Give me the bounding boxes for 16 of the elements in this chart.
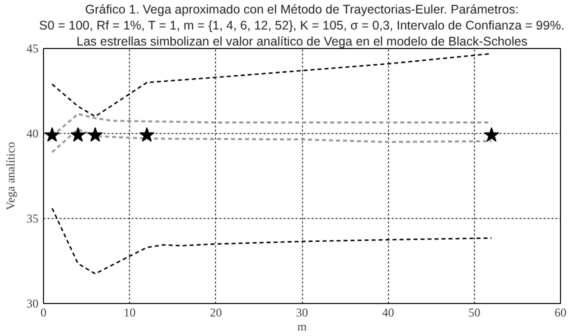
x-tick-label: 40	[382, 306, 394, 320]
x-axis-title: m	[297, 320, 308, 334]
chart-title: Gráfico 1. Vega aproximado con el Método de Trayectorias-Euler. Parámetros:	[85, 2, 519, 16]
x-tick-label: 60	[554, 306, 566, 320]
x-tick-label: 20	[210, 306, 222, 320]
y-tick-label: 40	[26, 126, 38, 140]
chart-subtitle: S0 = 100, Rf = 1%, T = 1, m = {1, 4, 6, 12, 52}, K = 105, σ = 0,3, Intervalo de Confianza = 99%.	[39, 18, 564, 32]
y-tick-label: 30	[26, 296, 38, 310]
x-tick-label: 50	[468, 306, 480, 320]
y-tick-label: 35	[26, 212, 38, 226]
y-tick-label: 45	[26, 42, 38, 56]
x-tick-label: 30	[296, 306, 308, 320]
x-tick-label: 10	[124, 306, 136, 320]
y-axis-title: Vega analítico	[4, 142, 18, 210]
x-tick-label: 0	[40, 306, 46, 320]
annotation: Las estrellas simbolizan el valor analítico de Vega en el modelo de Black-Scholes	[76, 34, 528, 48]
